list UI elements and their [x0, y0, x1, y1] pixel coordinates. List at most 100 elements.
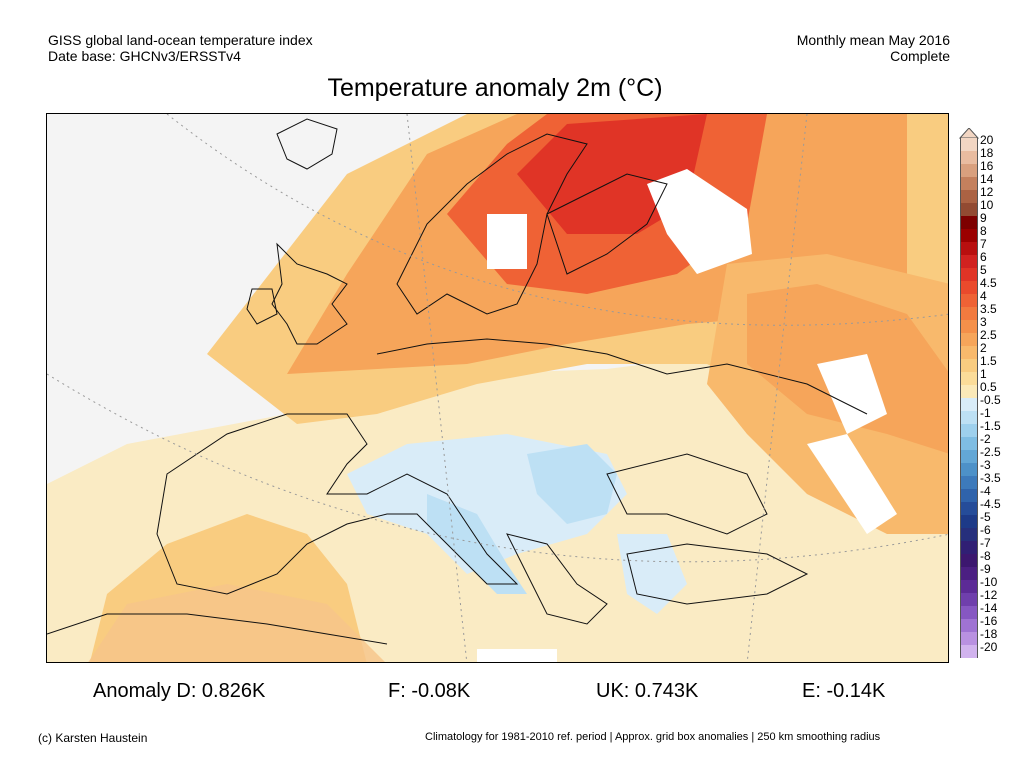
- no-data-block-east: [817, 354, 887, 434]
- legend-label: 5: [980, 263, 987, 277]
- coast-anatolia: [626, 543, 809, 605]
- legend-swatch: [960, 190, 978, 203]
- dataset-title: GISS global land-ocean temperature index: [48, 32, 313, 48]
- copyright: (c) Karsten Haustein: [38, 731, 148, 745]
- anomaly-france: F: -0.08K: [388, 680, 471, 702]
- legend-swatch: [960, 619, 978, 632]
- legend-label: 8: [980, 224, 987, 238]
- legend-swatch: [960, 203, 978, 216]
- legend-swatch: [960, 372, 978, 385]
- header-left: GISS global land-ocean temperature index…: [48, 32, 313, 64]
- coast-north-europe: [376, 338, 868, 415]
- legend-label: 16: [980, 159, 994, 173]
- legend-swatch: [960, 567, 978, 580]
- legend-label: -12: [980, 588, 998, 602]
- graticule-line-3: [406, 114, 468, 662]
- legend-swatch: [960, 593, 978, 606]
- legend-swatch: [960, 528, 978, 541]
- legend-label: 2: [980, 341, 987, 355]
- methodology-note: Climatology for 1981-2010 ref. period | …: [425, 731, 881, 743]
- legend-label: 18: [980, 146, 994, 160]
- legend-label: -3.5: [980, 471, 1001, 485]
- legend-label: -0.5: [980, 393, 1001, 407]
- legend-swatch: [960, 424, 978, 437]
- legend-labels: 20 18 16 14 12 10 9 8 7 6 5 4.5 4 3.5 3 2.5 2 1.5 1 0.5 -0.5…: [980, 134, 1001, 654]
- legend-label: -20: [980, 640, 998, 654]
- coast-iceland: [276, 118, 338, 170]
- legend-label: 3.5: [980, 302, 997, 316]
- period-label: Monthly mean May 2016: [796, 32, 950, 48]
- legend-swatch: [960, 346, 978, 359]
- coast-west-europe: [156, 413, 519, 595]
- cold-anomaly-anatolia: [617, 534, 687, 614]
- legend-swatch: [960, 151, 978, 164]
- legend-swatch: [960, 307, 978, 320]
- legend-swatch: [960, 164, 978, 177]
- legend-swatch: [960, 541, 978, 554]
- no-data-block-sweden: [487, 214, 527, 269]
- legend-label: 9: [980, 211, 987, 225]
- legend-swatch: [960, 177, 978, 190]
- legend-label: -4: [980, 484, 991, 498]
- legend-label: 4: [980, 289, 987, 303]
- warm-anomaly-north-africa: [88, 584, 385, 662]
- color-legend: 20 18 16 14 12 10 9 8 7 6 5 4.5 4 3.5 3 2.5 2 1.5 1 0.5 -0.5…: [958, 128, 1024, 658]
- legend-swatch: [960, 281, 978, 294]
- legend-swatch: [960, 229, 978, 242]
- no-data-block-caspian: [807, 434, 897, 534]
- legend-swatch: [960, 502, 978, 515]
- legend-label: -14: [980, 601, 998, 615]
- legend-label: -8: [980, 549, 991, 563]
- legend-label: -5: [980, 510, 991, 524]
- header-right: Monthly mean May 2016 Complete: [797, 32, 950, 64]
- legend-label: -2: [980, 432, 991, 446]
- legend-swatch: [960, 268, 978, 281]
- legend-label: 10: [980, 198, 994, 212]
- anomaly-uk: UK: 0.743K: [596, 680, 699, 702]
- legend-label: 7: [980, 237, 987, 251]
- legend-swatch: [960, 489, 978, 502]
- legend-label: 2.5: [980, 328, 997, 342]
- coast-ireland: [246, 288, 278, 325]
- legend-swatch: [960, 216, 978, 229]
- no-data-block-south: [477, 649, 557, 662]
- legend-label: 3: [980, 315, 987, 329]
- legend-label: 6: [980, 250, 987, 264]
- legend-swatch: [960, 606, 978, 619]
- legend-swatch: [960, 320, 978, 333]
- graticule-line-2: [47, 373, 948, 563]
- legend-swatch: [960, 580, 978, 593]
- status-label: Complete: [890, 48, 950, 64]
- coast-britain: [271, 242, 348, 345]
- legend-label: -4.5: [980, 497, 1001, 511]
- legend-label: 1.5: [980, 354, 997, 368]
- legend-swatch: [960, 437, 978, 450]
- legend-swatch: [960, 255, 978, 268]
- legend-label: 0.5: [980, 380, 997, 394]
- legend-swatch: [960, 463, 978, 476]
- legend-label: -10: [980, 575, 998, 589]
- legend-swatch: [960, 242, 978, 255]
- legend-swatch: [960, 554, 978, 567]
- anomaly-spain: E: -0.14K: [802, 680, 886, 702]
- coastlines: [47, 118, 868, 645]
- cold-anomaly-carpathians: [527, 444, 617, 524]
- legend-swatch: [960, 138, 978, 151]
- legend-swatch: [960, 359, 978, 372]
- legend-label: 14: [980, 172, 994, 186]
- graticule: [47, 114, 948, 662]
- legend-label: -7: [980, 536, 991, 550]
- legend-label: -3: [980, 458, 991, 472]
- legend-swatch: [960, 398, 978, 411]
- legend-label: -1.5: [980, 419, 1001, 433]
- legend-swatch: [960, 632, 978, 645]
- anomaly-germany: Anomaly D: 0.826K: [93, 680, 266, 702]
- graticule-line-4: [746, 114, 808, 662]
- legend-label: 4.5: [980, 276, 997, 290]
- legend-swatch: [960, 385, 978, 398]
- no-data-block-russia: [647, 169, 752, 274]
- legend-swatch: [960, 450, 978, 463]
- legend-label: -6: [980, 523, 991, 537]
- anomaly-map: [46, 113, 949, 663]
- legend-scale: [960, 138, 978, 658]
